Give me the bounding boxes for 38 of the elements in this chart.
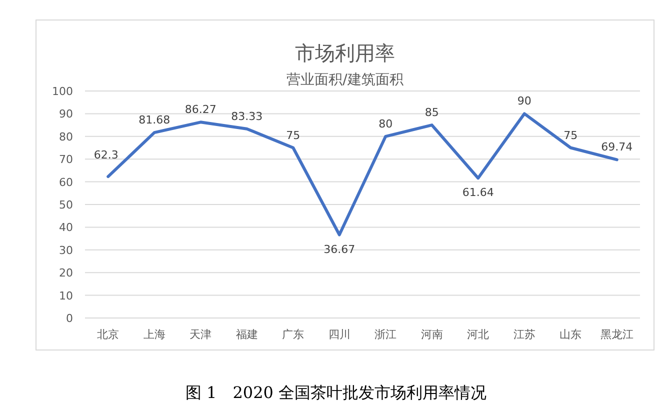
y-tick-label: 100 xyxy=(52,85,73,98)
y-tick-label: 70 xyxy=(59,153,73,166)
y-tick-label: 50 xyxy=(59,198,73,212)
chart-title: 市场利用率 xyxy=(295,41,395,65)
data-label: 62.3 xyxy=(94,148,118,162)
y-tick-label: 0 xyxy=(66,312,73,325)
y-tick-label: 60 xyxy=(59,176,73,189)
x-tick-label: 河北 xyxy=(467,328,490,341)
data-label: 69.74 xyxy=(601,140,633,154)
y-tick-label: 80 xyxy=(59,130,73,144)
x-tick-label: 山东 xyxy=(560,328,582,341)
x-tick-label: 黑龙江 xyxy=(600,328,634,341)
x-tick-label: 浙江 xyxy=(374,328,397,341)
y-tick-label: 40 xyxy=(59,221,73,234)
data-label: 61.64 xyxy=(462,186,494,200)
data-label: 36.67 xyxy=(324,242,356,256)
chart-subtitle: 营业面积/建筑面积 xyxy=(286,72,404,88)
x-tick-label: 北京 xyxy=(97,328,120,341)
caption: 图 1 2020 全国茶叶批发市场利用率情况 xyxy=(185,383,487,402)
x-tick-label: 天津 xyxy=(190,328,212,341)
x-tick-label: 福建 xyxy=(236,328,258,341)
y-tick-label: 10 xyxy=(59,289,73,302)
data-label: 85 xyxy=(424,106,439,120)
x-tick-label: 广东 xyxy=(282,328,304,341)
x-tick-label: 河南 xyxy=(420,328,443,341)
x-tick-label: 上海 xyxy=(143,328,166,341)
data-label: 75 xyxy=(564,128,578,142)
x-tick-label: 江苏 xyxy=(513,328,536,341)
data-label: 80 xyxy=(378,117,393,130)
data-label: 86.27 xyxy=(184,103,216,116)
data-label: 83.33 xyxy=(231,110,263,123)
y-tick-label: 30 xyxy=(59,244,73,257)
y-tick-label: 20 xyxy=(59,266,73,280)
data-label: 90 xyxy=(517,94,532,108)
x-tick-label: 四川 xyxy=(328,328,350,341)
data-label: 75 xyxy=(286,128,300,142)
y-tick-label: 90 xyxy=(59,108,73,121)
data-label: 81.68 xyxy=(138,114,170,127)
